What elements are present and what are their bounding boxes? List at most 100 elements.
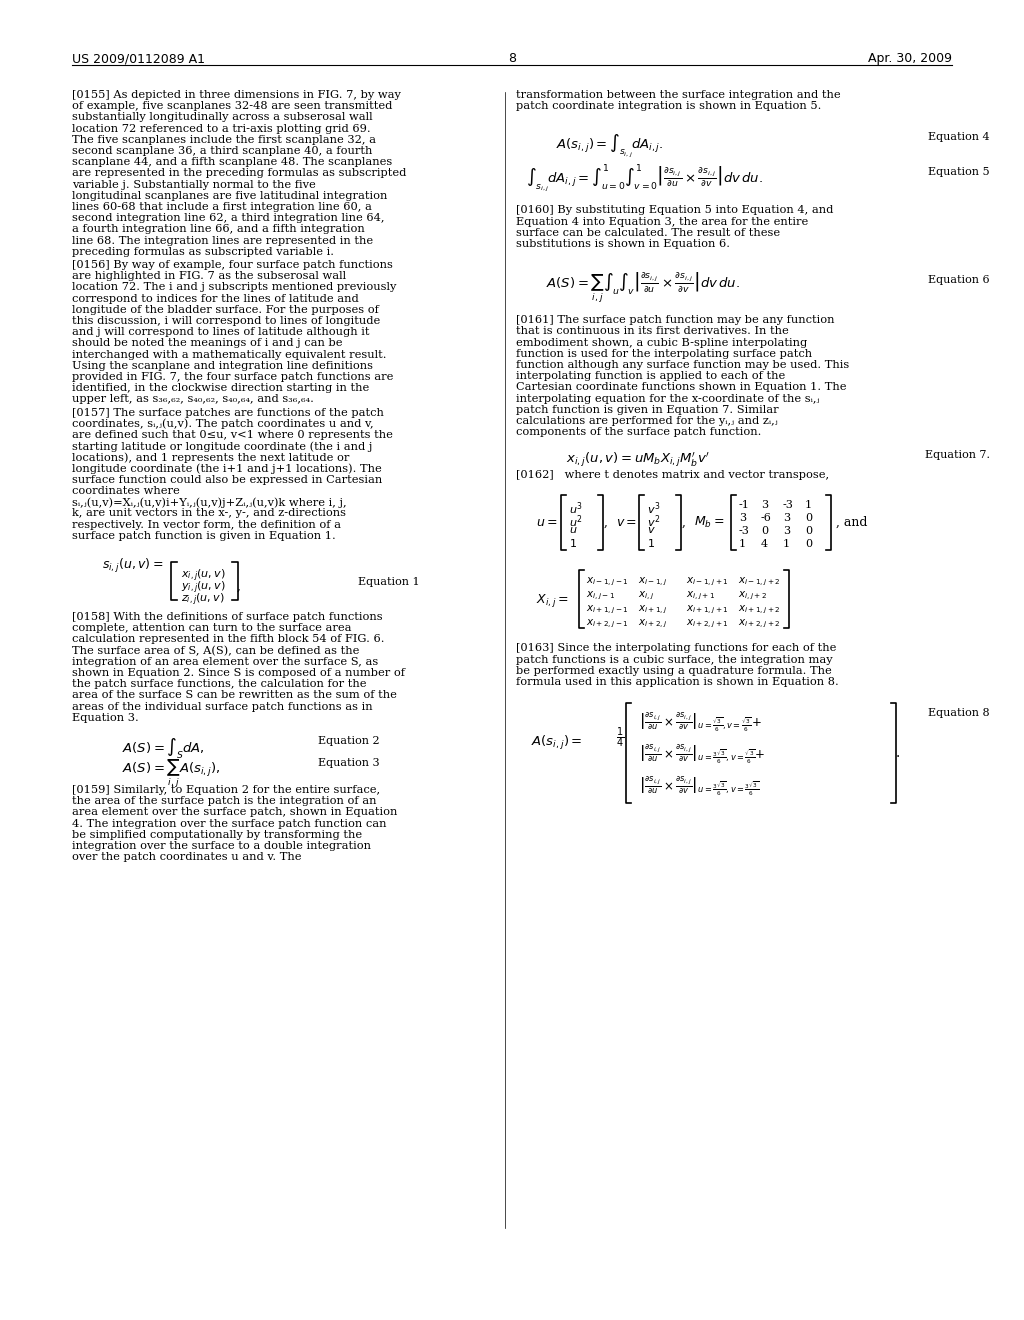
Text: and j will correspond to lines of latitude although it: and j will correspond to lines of latitu…	[72, 327, 370, 337]
Text: 0: 0	[761, 527, 768, 536]
Text: [0156] By way of example, four surface patch functions: [0156] By way of example, four surface p…	[72, 260, 393, 271]
Text: Equation 1: Equation 1	[358, 577, 420, 587]
Text: should be noted the meanings of i and j can be: should be noted the meanings of i and j …	[72, 338, 342, 348]
Text: $x_{i+1,j+2}$: $x_{i+1,j+2}$	[738, 603, 780, 616]
Text: correspond to indices for the lines of latitude and: correspond to indices for the lines of l…	[72, 293, 358, 304]
Text: sᵢ,ⱼ(u,v)=Xᵢ,ⱼ(u,v)i+Yᵢ,ⱼ(u,v)j+Zᵢ,ⱼ(u,v)k where i, j,: sᵢ,ⱼ(u,v)=Xᵢ,ⱼ(u,v)i+Yᵢ,ⱼ(u,v)j+Zᵢ,ⱼ(u,v…	[72, 498, 347, 508]
Text: k, are unit vectors in the x-, y-, and z-directions: k, are unit vectors in the x-, y-, and z…	[72, 508, 346, 519]
Text: 3: 3	[783, 527, 791, 536]
Text: $y_{i,j}(u, v)$: $y_{i,j}(u, v)$	[181, 579, 225, 597]
Text: Equation 6: Equation 6	[929, 275, 990, 285]
Text: patch functions is a cubic surface, the integration may: patch functions is a cubic surface, the …	[516, 655, 833, 664]
Text: components of the surface patch function.: components of the surface patch function…	[516, 428, 762, 437]
Text: over the patch coordinates u and v. The: over the patch coordinates u and v. The	[72, 853, 301, 862]
Text: starting latitude or longitude coordinate (the i and j: starting latitude or longitude coordinat…	[72, 441, 373, 451]
Text: US 2009/0112089 A1: US 2009/0112089 A1	[72, 51, 205, 65]
Text: $s_{i,j}(u,v)=$: $s_{i,j}(u,v)=$	[102, 557, 164, 576]
Text: Equation 8: Equation 8	[929, 709, 990, 718]
Text: interpolating equation for the x-coordinate of the sᵢ,ⱼ: interpolating equation for the x-coordin…	[516, 393, 819, 404]
Text: calculation represented in the fifth block 54 of FIG. 6.: calculation represented in the fifth blo…	[72, 635, 384, 644]
Text: $x_{i+2,j+2}$: $x_{i+2,j+2}$	[738, 618, 780, 630]
Text: longitude coordinate (the i+1 and j+1 locations). The: longitude coordinate (the i+1 and j+1 lo…	[72, 463, 382, 474]
Text: $x_{i+1,j-1}$: $x_{i+1,j-1}$	[586, 603, 629, 616]
Text: respectively. In vector form, the definition of a: respectively. In vector form, the defini…	[72, 520, 341, 529]
Text: Equation 4 into Equation 3, the area for the entire: Equation 4 into Equation 3, the area for…	[516, 216, 808, 227]
Text: are defined such that 0≤u, v<1 where 0 represents the: are defined such that 0≤u, v<1 where 0 r…	[72, 430, 393, 440]
Text: $u=$: $u=$	[536, 516, 558, 529]
Text: $X_{i,j}=$: $X_{i,j}=$	[536, 591, 568, 609]
Text: 4. The integration over the surface patch function can: 4. The integration over the surface patc…	[72, 818, 386, 829]
Text: substantially longitudinally across a subserosal wall: substantially longitudinally across a su…	[72, 112, 373, 123]
Text: location 72. The i and j subscripts mentioned previously: location 72. The i and j subscripts ment…	[72, 282, 396, 293]
Text: $x_{i+2,j-1}$: $x_{i+2,j-1}$	[586, 618, 629, 630]
Text: 0: 0	[805, 540, 812, 549]
Text: $v$: $v$	[647, 525, 655, 536]
Text: longitude of the bladder surface. For the purposes of: longitude of the bladder surface. For th…	[72, 305, 379, 314]
Text: $\left|\frac{\partial s_{i,j}}{\partial u}\times\frac{\partial s_{i,j}}{\partial: $\left|\frac{\partial s_{i,j}}{\partial …	[639, 775, 759, 799]
Text: area of the surface S can be rewritten as the sum of the: area of the surface S can be rewritten a…	[72, 690, 397, 701]
Text: -3: -3	[739, 527, 750, 536]
Text: ,: ,	[604, 516, 608, 529]
Text: coordinates where: coordinates where	[72, 486, 180, 496]
Text: [0160] By substituting Equation 5 into Equation 4, and: [0160] By substituting Equation 5 into E…	[516, 206, 834, 215]
Text: $v=$: $v=$	[616, 516, 637, 529]
Text: preceding formulas as subscripted variable i.: preceding formulas as subscripted variab…	[72, 247, 334, 257]
Text: -6: -6	[761, 513, 772, 524]
Text: patch coordinate integration is shown in Equation 5.: patch coordinate integration is shown in…	[516, 102, 821, 111]
Text: lines 60-68 that include a first integration line 60, a: lines 60-68 that include a first integra…	[72, 202, 372, 213]
Text: $A(s_{i,j})=$: $A(s_{i,j})=$	[531, 734, 583, 752]
Text: surface can be calculated. The result of these: surface can be calculated. The result of…	[516, 228, 780, 238]
Text: $x_{i-1,j}$: $x_{i-1,j}$	[638, 576, 668, 587]
Text: $x_{i-1,j-1}$: $x_{i-1,j-1}$	[586, 576, 629, 587]
Text: $x_{i-1,j+2}$: $x_{i-1,j+2}$	[738, 576, 780, 587]
Text: line 68. The integration lines are represented in the: line 68. The integration lines are repre…	[72, 235, 373, 246]
Text: 1: 1	[783, 540, 791, 549]
Text: substitutions is shown in Equation 6.: substitutions is shown in Equation 6.	[516, 239, 730, 249]
Text: are highlighted in FIG. 7 as the subserosal wall: are highlighted in FIG. 7 as the subsero…	[72, 271, 346, 281]
Text: [0163] Since the interpolating functions for each of the: [0163] Since the interpolating functions…	[516, 643, 837, 653]
Text: 0: 0	[805, 527, 812, 536]
Text: $A(s_{i,j}) = \int_{s_{i,j}} dA_{i,j}.$: $A(s_{i,j}) = \int_{s_{i,j}} dA_{i,j}.$	[556, 132, 664, 160]
Text: 8: 8	[508, 51, 516, 65]
Text: 4: 4	[761, 540, 768, 549]
Text: a fourth integration line 66, and a fifth integration: a fourth integration line 66, and a fift…	[72, 224, 365, 235]
Text: [0161] The surface patch function may be any function: [0161] The surface patch function may be…	[516, 315, 835, 325]
Text: function is used for the interpolating surface patch: function is used for the interpolating s…	[516, 348, 812, 359]
Text: [0159] Similarly, to Equation 2 for the entire surface,: [0159] Similarly, to Equation 2 for the …	[72, 785, 380, 795]
Text: the patch surface functions, the calculation for the: the patch surface functions, the calcula…	[72, 680, 367, 689]
Text: 3: 3	[739, 513, 746, 524]
Text: [0157] The surface patches are functions of the patch: [0157] The surface patches are functions…	[72, 408, 384, 417]
Text: $\left|\frac{\partial s_{i,j}}{\partial u}\times\frac{\partial s_{i,j}}{\partial: $\left|\frac{\partial s_{i,j}}{\partial …	[639, 743, 766, 767]
Text: Equation 4: Equation 4	[929, 132, 990, 143]
Text: 3: 3	[761, 500, 768, 511]
Text: The five scanplanes include the first scanplane 32, a: The five scanplanes include the first sc…	[72, 135, 376, 145]
Text: 0: 0	[805, 513, 812, 524]
Text: second scanplane 36, a third scanplane 40, a fourth: second scanplane 36, a third scanplane 4…	[72, 147, 373, 156]
Text: $u$: $u$	[569, 525, 578, 536]
Text: be simplified computationally by transforming the: be simplified computationally by transfo…	[72, 830, 362, 840]
Text: $x_{i,j}(u, v)$: $x_{i,j}(u, v)$	[181, 568, 225, 585]
Text: $u^3$: $u^3$	[569, 500, 583, 517]
Text: Cartesian coordinate functions shown in Equation 1. The: Cartesian coordinate functions shown in …	[516, 383, 847, 392]
Text: be performed exactly using a quadrature formula. The: be performed exactly using a quadrature …	[516, 665, 831, 676]
Text: coordinates, sᵢ,ⱼ(u,v). The patch coordinates u and v,: coordinates, sᵢ,ⱼ(u,v). The patch coordi…	[72, 418, 374, 429]
Text: interchanged with a mathematically equivalent result.: interchanged with a mathematically equiv…	[72, 350, 386, 359]
Text: $A(S) = \sum_{i,j}\int_{u}\int_{v}\left|\frac{\partial s_{i,j}}{\partial u} \tim: $A(S) = \sum_{i,j}\int_{u}\int_{v}\left|…	[546, 271, 740, 305]
Text: integration of an area element over the surface S, as: integration of an area element over the …	[72, 657, 378, 667]
Text: scanplane 44, and a fifth scanplane 48. The scanplanes: scanplane 44, and a fifth scanplane 48. …	[72, 157, 392, 168]
Text: 3: 3	[783, 513, 791, 524]
Text: $x_{i+2,j+1}$: $x_{i+2,j+1}$	[686, 618, 729, 630]
Text: Equation 7.: Equation 7.	[925, 450, 990, 461]
Text: Apr. 30, 2009: Apr. 30, 2009	[868, 51, 952, 65]
Text: , and: , and	[836, 516, 867, 529]
Text: function although any surface function may be used. This: function although any surface function m…	[516, 360, 849, 370]
Text: identified, in the clockwise direction starting in the: identified, in the clockwise direction s…	[72, 383, 370, 393]
Text: $v^3$: $v^3$	[647, 500, 660, 517]
Text: $x_{i-1,j+1}$: $x_{i-1,j+1}$	[686, 576, 729, 587]
Text: 1: 1	[805, 500, 812, 511]
Text: $z_{i,j}(u, v)$: $z_{i,j}(u, v)$	[181, 591, 224, 609]
Text: -1: -1	[739, 500, 750, 511]
Text: The surface area of S, A(S), can be defined as the: The surface area of S, A(S), can be defi…	[72, 645, 359, 656]
Text: surface function could also be expressed in Cartesian: surface function could also be expressed…	[72, 475, 382, 484]
Text: longitudinal scanplanes are five latitudinal integration: longitudinal scanplanes are five latitud…	[72, 191, 387, 201]
